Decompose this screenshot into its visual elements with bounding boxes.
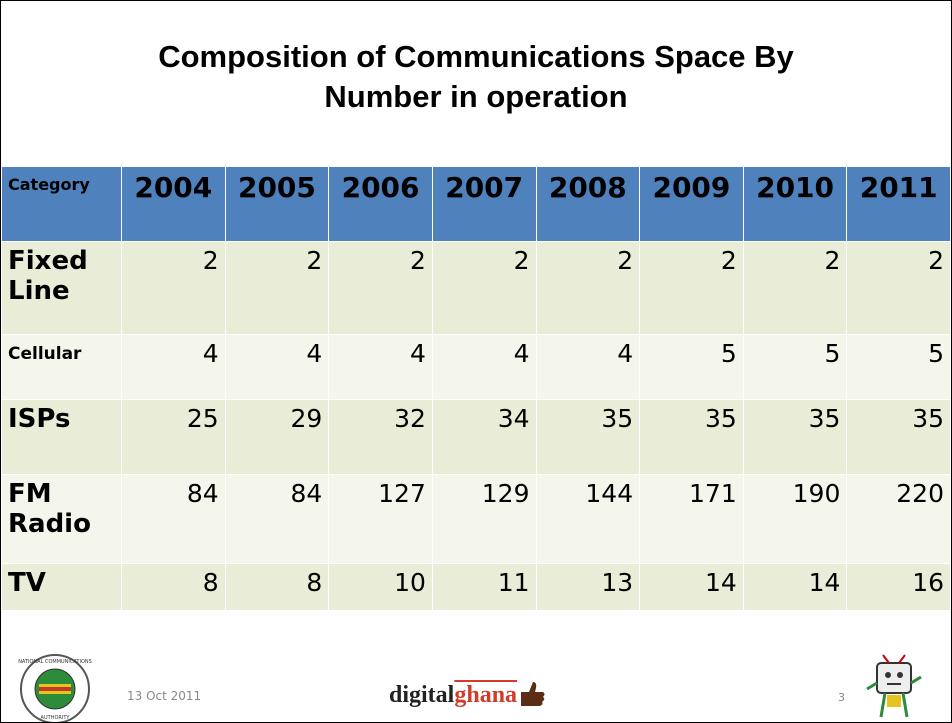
- footer-date: 13 Oct 2011: [127, 689, 202, 703]
- brand-part: digital: [389, 682, 455, 708]
- row-label: Fixed Line: [1, 241, 122, 335]
- brand-part: ghana: [454, 682, 518, 708]
- cell: 10: [328, 563, 433, 611]
- cell: 2: [535, 241, 641, 335]
- cell: 32: [328, 399, 433, 475]
- cell: 84: [224, 474, 330, 564]
- table-row: Fixed Line 2 2 2 2 2 2 2 2: [1, 241, 951, 335]
- header-cell: 2010: [742, 166, 848, 242]
- data-table: Category 2004 2005 2006 2007 2008 2009 2010 2011…: [1, 166, 951, 611]
- cell: 14: [742, 563, 848, 611]
- brand-logo: digitalghana: [389, 678, 547, 709]
- table-row: Cellular 4 4 4 4 4 5 5 5: [1, 334, 951, 400]
- tv-mascot: [866, 654, 922, 718]
- cell: 35: [639, 399, 744, 475]
- cell: 2: [121, 241, 226, 335]
- row-label: ISPs: [1, 399, 122, 475]
- cell: 84: [121, 474, 226, 564]
- seal-top-text: NATIONAL COMMUNICATIONS: [18, 659, 92, 665]
- cell: 5: [742, 334, 848, 400]
- cell: 5: [639, 334, 744, 400]
- header-cell: 2008: [535, 166, 641, 242]
- cell: 4: [431, 334, 537, 400]
- table-row: FM Radio 84 84 127 129 144 171 190 220: [1, 474, 951, 564]
- table-row: TV 8 8 10 11 13 14 14 16: [1, 563, 951, 611]
- cell: 171: [639, 474, 744, 564]
- cell: 2: [742, 241, 848, 335]
- cell: 190: [742, 474, 848, 564]
- cell: 25: [121, 399, 226, 475]
- cell: 29: [224, 399, 330, 475]
- cell: 2: [328, 241, 433, 335]
- header-cell: 2006: [328, 166, 433, 242]
- cell: 8: [121, 563, 226, 611]
- cell: 129: [431, 474, 537, 564]
- header-cell: 2011: [846, 166, 951, 242]
- cell: 4: [121, 334, 226, 400]
- row-label: FM Radio: [1, 474, 122, 564]
- cell: 34: [431, 399, 537, 475]
- cell: 5: [846, 334, 951, 400]
- cell: 144: [535, 474, 641, 564]
- header-row: Category 2004 2005 2006 2007 2008 2009 2010 2011: [1, 166, 951, 242]
- cell: 2: [431, 241, 537, 335]
- table-row: ISPs 25 29 32 34 35 35 35 35: [1, 399, 951, 475]
- header-cell: 2009: [639, 166, 744, 242]
- cell: 4: [535, 334, 641, 400]
- slide-title: Composition of Communications Space By N…: [158, 39, 794, 114]
- cell: 2: [846, 241, 951, 335]
- cell: 35: [742, 399, 848, 475]
- header-cell: Category: [1, 166, 122, 242]
- cell: 220: [846, 474, 951, 564]
- cell: 13: [535, 563, 641, 611]
- header-cell: 2007: [431, 166, 537, 242]
- seal-bottom-text: AUTHORITY: [41, 715, 71, 721]
- cell: 8: [224, 563, 330, 611]
- page-number: 3: [838, 691, 845, 704]
- header-cell: 2005: [224, 166, 330, 242]
- cell: 2: [224, 241, 330, 335]
- cell: 16: [846, 563, 951, 611]
- cell: 35: [846, 399, 951, 475]
- cell: 35: [535, 399, 641, 475]
- cell: 11: [431, 563, 537, 611]
- row-label: Cellular: [1, 334, 122, 400]
- row-label: TV: [1, 563, 122, 611]
- cell: 4: [328, 334, 433, 400]
- nca-seal: NATIONAL COMMUNICATIONS AUTHORITY: [18, 654, 92, 722]
- header-cell: 2004: [121, 166, 226, 242]
- thumb-icon: [521, 682, 545, 706]
- cell: 127: [328, 474, 433, 564]
- cell: 4: [224, 334, 330, 400]
- cell: 2: [639, 241, 744, 335]
- cell: 14: [639, 563, 744, 611]
